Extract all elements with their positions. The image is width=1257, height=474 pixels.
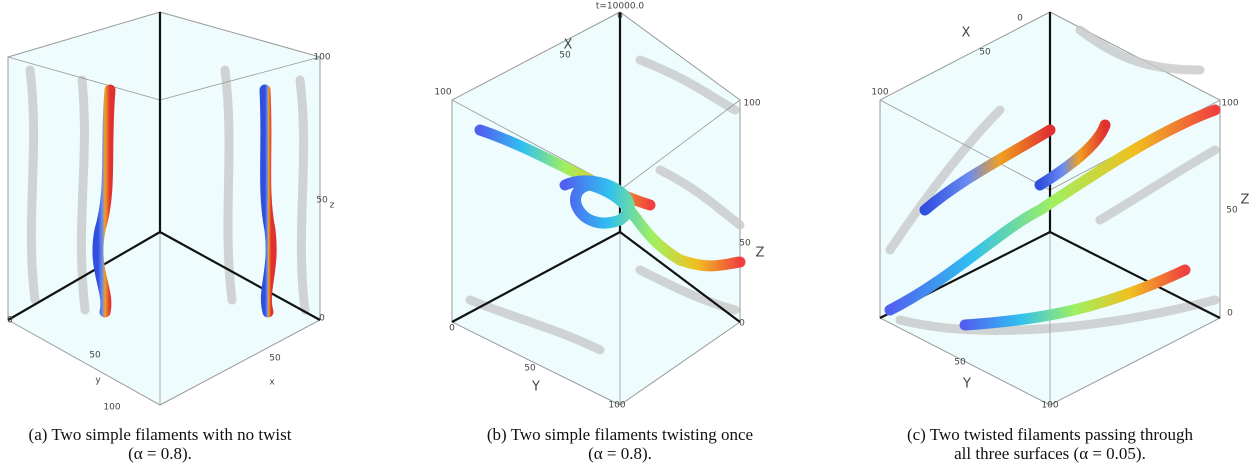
shadow [885,105,1005,255]
caption: (a) Two simple filaments with no twist [29,425,292,444]
tick-label: 50 [979,48,991,58]
tick-label: 50 [316,196,328,206]
tick-label: 0 [1017,14,1023,24]
tick-label: 50 [269,354,281,364]
front-edge [7,231,161,321]
front-edge [619,231,741,323]
axis-label: Y [962,377,971,392]
tick-label: y [95,376,101,386]
axis-label: X [962,26,971,41]
tick-label: z [330,201,335,211]
axis-label: Y [531,380,540,395]
tick-label: 100 [871,88,888,98]
tick-label: 50 [739,239,751,249]
caption: (b) Two simple filaments twisting once [487,425,753,444]
filament [959,264,1191,331]
cube-face [7,11,321,406]
filament [259,84,277,318]
back-edge [159,56,321,101]
front-edge [1049,231,1221,319]
shadow [465,295,605,355]
axis-label: Z [1241,193,1250,208]
shadow [895,295,1220,335]
shadow [295,75,310,315]
caption: (c) Two twisted filaments passing throug… [907,425,1194,444]
tick-label: 100 [434,88,451,98]
caption: all three surfaces (α = 0.05). [954,444,1146,463]
shadow [25,65,40,305]
filament [559,175,746,272]
tick-label: 0 [1227,309,1233,319]
tick-label: 50 [1226,206,1238,216]
tick-label: 0 [319,314,325,324]
back-edge [619,99,741,191]
axis-label: Z [756,246,765,261]
caption: (α = 0.8). [588,444,652,463]
shadow [1075,25,1205,75]
tick-label: 100 [1041,401,1058,411]
tick-label: 100 [103,403,120,413]
tick-label: x [269,378,275,388]
tick-label: t=10000.0 [596,2,645,12]
shadow [635,55,740,115]
tick-label: 0 [739,319,745,329]
tick-label: 0 [449,324,455,334]
shadow [655,165,745,230]
tick-label: 100 [1221,99,1238,109]
caption: (α = 0.8). [128,444,192,463]
back-edge [879,99,1051,191]
filament [884,104,1221,316]
filament [92,84,116,318]
shadow [635,265,740,315]
back-edge [7,56,161,101]
tick-label: 50 [89,351,101,361]
shadow [220,65,237,305]
tick-label: 50 [524,364,536,374]
tick-label: 50 [954,358,966,368]
tick-label: 0 [617,12,623,22]
axis-label: X [564,38,573,53]
filament [1034,119,1111,191]
shadow [1095,145,1220,225]
tick-label: 100 [608,401,625,411]
filament [919,124,1056,216]
tick-label: 100 [313,53,330,63]
tick-label: 0 [7,316,13,326]
front-edge [159,231,321,321]
front-edge [451,231,621,323]
tick-label: 50 [559,51,571,61]
tick-label: 100 [743,99,760,109]
